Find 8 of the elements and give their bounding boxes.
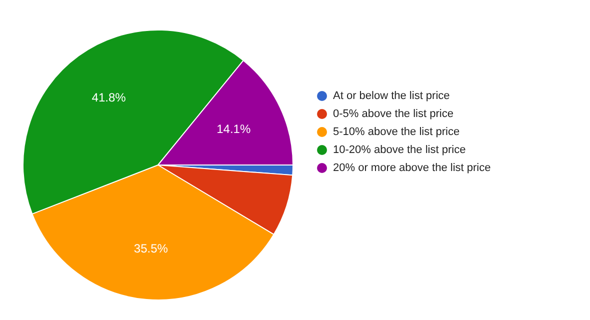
- legend-label: 20% or more above the list price: [333, 162, 491, 174]
- data-label: 14.1%: [216, 122, 251, 136]
- data-label: 35.5%: [134, 241, 168, 256]
- legend-label: At or below the list price: [333, 90, 450, 102]
- legend-label: 0-5% above the list price: [333, 108, 454, 120]
- legend-label: 10-20% above the list price: [333, 144, 466, 156]
- legend-label: 5-10% above the list price: [333, 126, 460, 138]
- data-label: 41.8%: [92, 90, 126, 104]
